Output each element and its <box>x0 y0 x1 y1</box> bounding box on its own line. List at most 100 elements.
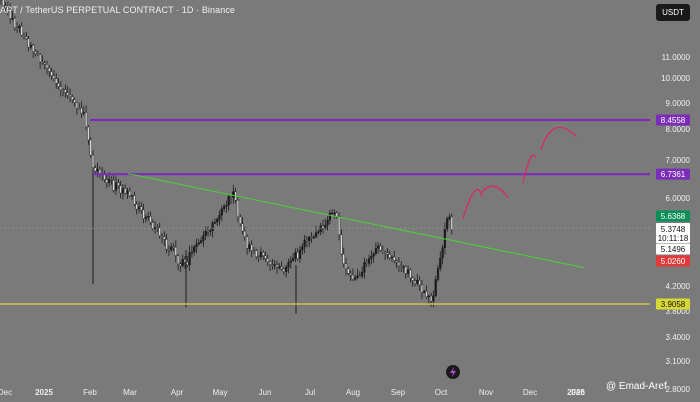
candle-body <box>39 54 42 63</box>
price-badge-current[interactable]: 5.3748 <box>661 225 686 234</box>
candle-body <box>73 99 76 103</box>
candle-body <box>96 169 99 172</box>
candle-body <box>446 218 449 230</box>
candle-body <box>292 258 295 261</box>
candle-body <box>41 61 44 64</box>
chart-title[interactable]: APT / TetherUS PERPETUAL CONTRACT · 1D ·… <box>0 5 236 15</box>
candle-body <box>176 255 180 265</box>
candle-body <box>436 268 440 280</box>
candle-body <box>344 263 348 269</box>
candle-body <box>222 206 226 209</box>
projection-arc-2[interactable] <box>522 154 536 184</box>
candle-body <box>32 44 35 52</box>
candle-body <box>308 236 311 241</box>
x-axis-tick: Apr <box>171 388 184 397</box>
projection-arc-1b[interactable] <box>481 185 509 199</box>
candle-body <box>140 206 143 211</box>
candle-body <box>239 216 242 224</box>
candle-body <box>241 223 244 232</box>
level-badge-upper[interactable]: 8.4558 <box>661 116 686 125</box>
candle-body <box>257 256 260 258</box>
candle-body <box>124 188 127 194</box>
candle-body <box>57 82 60 87</box>
candle-body <box>245 236 249 249</box>
trendline[interactable] <box>127 173 585 269</box>
price-badge-high-bg <box>656 210 690 222</box>
candle-body <box>172 246 175 248</box>
candle-body <box>393 256 396 261</box>
candle-body <box>195 243 198 247</box>
candle-body <box>91 154 95 168</box>
candle-body <box>105 179 108 183</box>
projection-arc-1[interactable] <box>462 189 483 219</box>
candle-body <box>197 242 200 245</box>
candle-body <box>404 266 407 274</box>
projection-arc-3[interactable] <box>540 126 577 150</box>
candle-body <box>68 94 72 97</box>
candle-body <box>163 236 166 240</box>
watermark: @ Emad-Aref <box>606 381 667 392</box>
candle-body <box>188 252 191 266</box>
candle-body <box>160 235 164 238</box>
candle-body <box>55 78 58 84</box>
candle-body <box>262 251 265 256</box>
level-badge-lower[interactable]: 3.9058 <box>661 300 686 309</box>
x-axis-tick: May <box>212 388 227 397</box>
candle-body <box>153 227 157 229</box>
y-axis-tick: 10.0000 <box>661 74 690 83</box>
candle-body <box>20 26 23 36</box>
candle-body <box>310 236 313 239</box>
candle-body <box>285 266 288 272</box>
candle-body <box>441 247 444 259</box>
candle-body <box>328 212 331 221</box>
candle-body <box>22 35 26 37</box>
candle-body <box>367 258 371 264</box>
candle-body <box>62 89 65 92</box>
candle-body <box>170 246 173 251</box>
y-axis-tick: 11.0000 <box>662 53 691 62</box>
x-axis-tick: Feb <box>83 388 97 397</box>
candle-body <box>151 222 154 229</box>
candle-body <box>416 280 419 284</box>
candle-body <box>2 0 5 7</box>
candle-body <box>227 196 230 206</box>
candle-body <box>402 266 405 268</box>
candle-body <box>186 262 189 266</box>
price-badge-mid[interactable]: 5.1496 <box>661 245 686 254</box>
level-badge-middle-bg <box>656 168 690 180</box>
candle-body <box>137 206 141 210</box>
price-badge-high[interactable]: 5.6368 <box>661 212 686 221</box>
currency-button[interactable]: USDT <box>656 4 690 21</box>
candle-body <box>27 38 30 48</box>
candle-body <box>202 235 205 241</box>
candle-body <box>266 258 269 262</box>
candle-body <box>361 271 364 277</box>
price-badge-low-bg <box>656 255 690 267</box>
candle-body <box>179 263 182 267</box>
price-badge-low[interactable]: 5.0260 <box>661 257 686 266</box>
flash-icon <box>450 367 456 377</box>
candle-body <box>338 216 341 235</box>
candle-body <box>273 264 276 266</box>
price-badge-mid-bg <box>656 243 690 255</box>
candle-body <box>94 167 97 172</box>
candle-body <box>381 249 384 252</box>
candle-body <box>135 203 138 210</box>
x-axis-tick: 2025 <box>35 388 53 397</box>
y-axis-tick: 3.4000 <box>666 333 691 342</box>
candle-body <box>78 107 81 110</box>
candle-body <box>434 279 437 296</box>
candle-body <box>271 264 274 266</box>
level-badge-middle[interactable]: 6.7361 <box>661 170 686 179</box>
candle-body <box>450 216 453 230</box>
candle-body <box>144 216 147 219</box>
candle-body <box>280 266 283 270</box>
candle-body <box>9 9 12 19</box>
x-axis-tick: Nov <box>479 388 493 397</box>
candle-body <box>407 269 410 274</box>
candle-body <box>142 209 145 219</box>
price-badge-current-bg <box>656 223 690 243</box>
candle-body <box>379 245 382 251</box>
candle-body <box>340 234 343 255</box>
